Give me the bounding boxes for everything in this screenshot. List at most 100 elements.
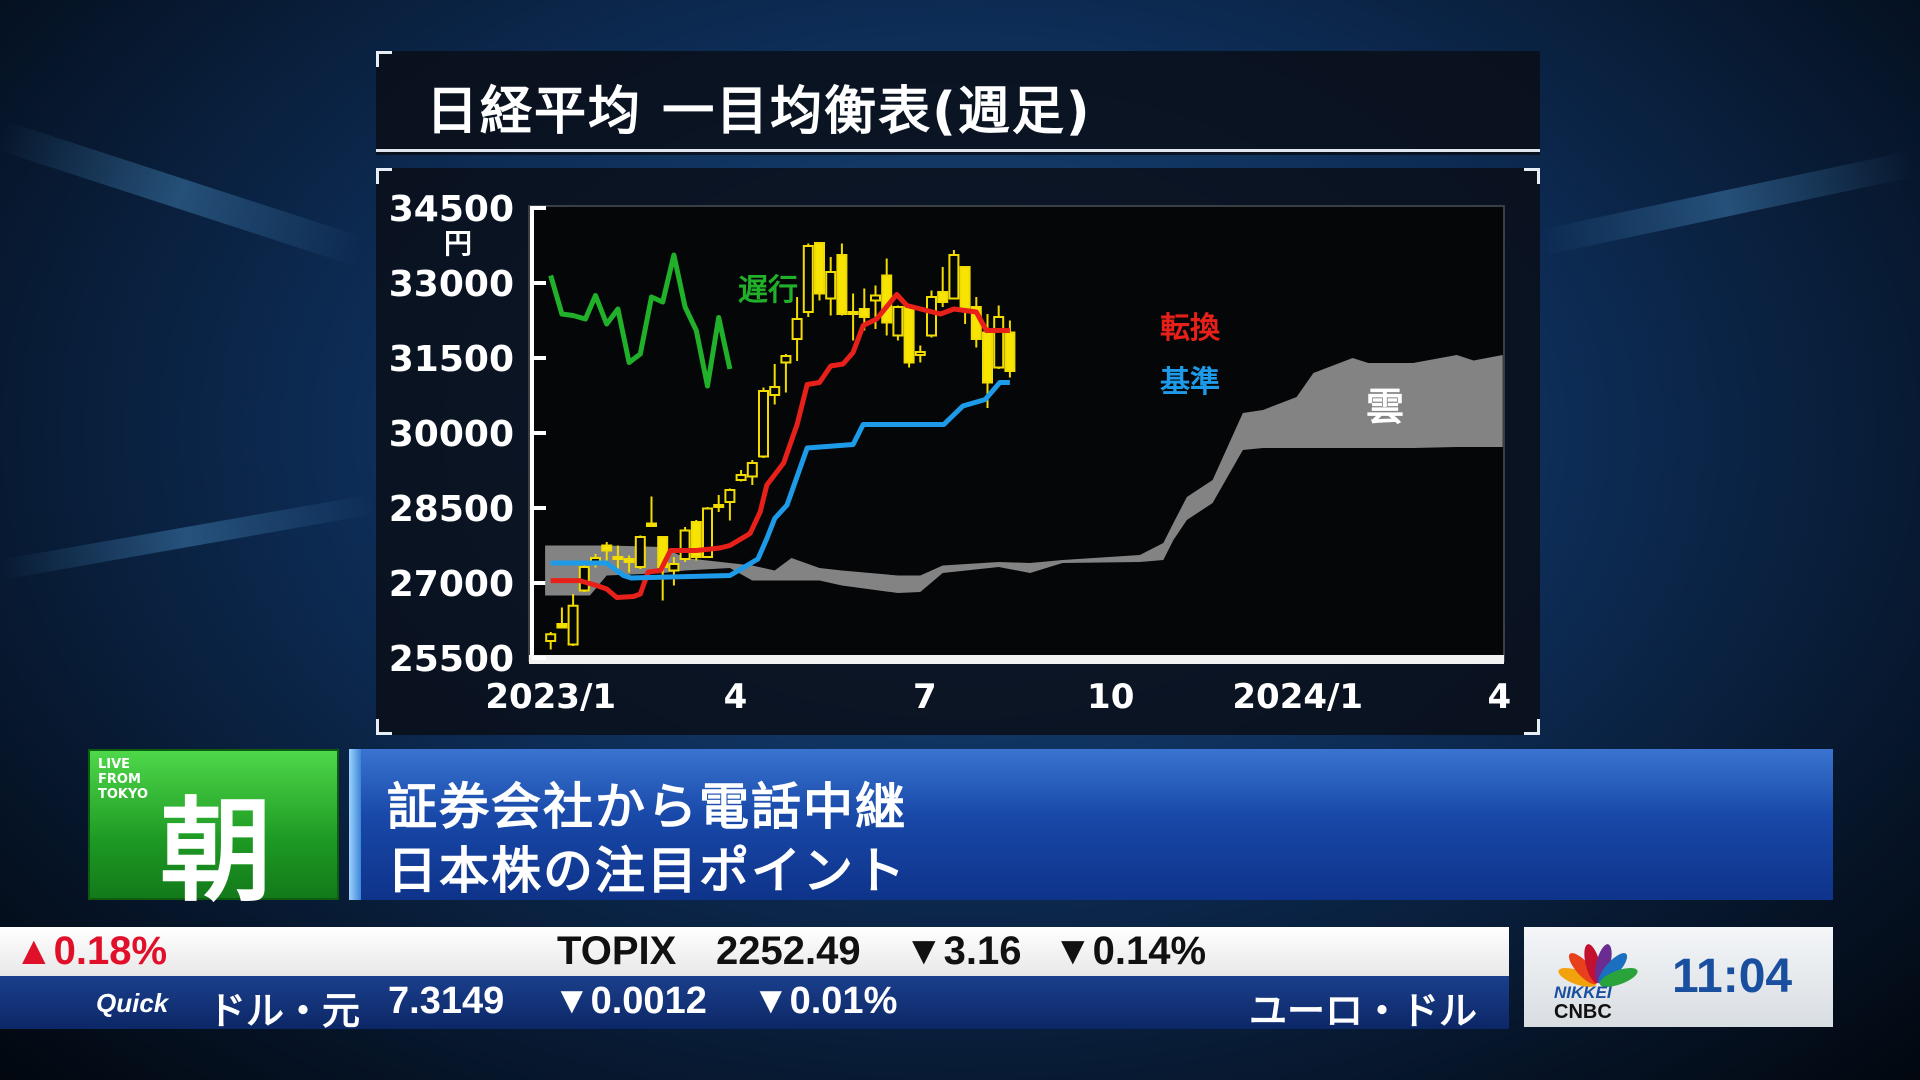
- banner-line-1: 証券会社から電話中継: [387, 778, 907, 836]
- index-change: ▼3.16: [904, 929, 1022, 973]
- index-name: TOPIX: [557, 929, 677, 973]
- candle: [679, 527, 691, 562]
- candle-body: [623, 558, 635, 563]
- candle: [735, 470, 747, 482]
- candle-body: [634, 536, 646, 568]
- candle: [713, 495, 725, 512]
- badge-asa: 朝: [160, 787, 272, 917]
- candle: [847, 293, 859, 341]
- candle: [892, 305, 904, 341]
- clock-time: 11:04: [1672, 950, 1793, 1003]
- banner-stripe: [349, 749, 361, 900]
- series-label: 基準: [1160, 365, 1220, 400]
- index-value: 2252.49: [716, 929, 861, 973]
- y-tick-label: 30000: [389, 414, 514, 455]
- y-tick-label: 31500: [389, 339, 514, 380]
- fx-value: 7.3149: [388, 980, 505, 1022]
- candle: [556, 607, 568, 629]
- candle-body: [858, 308, 870, 318]
- series-label: 遅行: [738, 273, 798, 308]
- corner-bracket: [376, 719, 392, 735]
- candle: [791, 297, 803, 361]
- x-tick-label: 4: [724, 677, 748, 717]
- live-from-tokyo-label: LIVE FROM TOKYO: [98, 757, 148, 802]
- prev-change-pct: ▲0.18%: [14, 929, 167, 974]
- candle: [545, 632, 557, 650]
- x-tick-label: 2023/1: [485, 677, 616, 717]
- candle-body: [937, 291, 949, 303]
- candle-body: [545, 633, 557, 642]
- program-badge: LIVE FROM TOKYO 朝: [88, 749, 339, 917]
- series-label: 転換: [1160, 311, 1221, 346]
- candle: [646, 496, 657, 527]
- candle: [601, 542, 613, 561]
- candle-body: [556, 623, 568, 629]
- x-tick-label: 4: [1488, 677, 1512, 717]
- candle: [746, 460, 758, 485]
- candle: [690, 520, 702, 561]
- corner-bracket: [1524, 719, 1540, 735]
- candle-body: [758, 390, 769, 458]
- candle-body: [679, 529, 691, 560]
- y-tick-label: 25500: [389, 639, 514, 680]
- segment-banner: 証券会社から電話中継 日本株の注目ポイント: [349, 749, 1833, 900]
- line-chikou: [548, 252, 733, 389]
- candle: [836, 243, 848, 316]
- candle: [668, 557, 680, 586]
- title-panel: 日経平均 一目均衡表(週足): [376, 51, 1540, 155]
- candle-body: [836, 254, 848, 315]
- candle-body: [892, 306, 904, 337]
- candle: [802, 243, 814, 317]
- candle: [623, 555, 635, 573]
- clock-box: NIKKEI CNBC 11:04: [1524, 927, 1833, 1027]
- cloud-area: [545, 355, 1503, 596]
- candle-body: [646, 522, 657, 527]
- candle-body: [959, 266, 971, 310]
- candle: [780, 354, 792, 393]
- candle: [914, 345, 926, 363]
- candle-body: [690, 521, 702, 558]
- candle-body: [870, 294, 881, 302]
- x-tick-label: 10: [1087, 677, 1134, 717]
- candle-body: [746, 462, 758, 478]
- candle: [724, 488, 736, 521]
- fx-next-pair: ユーロ・ドル: [1249, 991, 1478, 1033]
- candle-body: [825, 271, 837, 300]
- ticker-row-fx: Quick ドル・元 7.3149 ▼0.0012 ▼0.01% ユーロ・ドル: [0, 976, 1509, 1033]
- candle: [814, 242, 825, 301]
- y-unit-label: 円: [444, 227, 472, 260]
- candle-body: [724, 489, 736, 503]
- candle: [634, 535, 646, 569]
- up-change: ▲0.18%: [14, 929, 168, 973]
- live-word: LIVE: [98, 757, 131, 772]
- candle-body: [601, 544, 613, 552]
- index-change-pct: ▼0.14%: [1053, 929, 1207, 973]
- candle-body: [668, 563, 680, 572]
- y-tick-label: 34500: [389, 189, 514, 230]
- fx-change-pct: ▼0.01%: [752, 980, 898, 1022]
- fx-pair: ドル・元: [208, 991, 361, 1033]
- quick-logo: Quick: [96, 988, 169, 1018]
- candle: [948, 250, 960, 300]
- peacock-logo-icon: [1558, 944, 1638, 987]
- candle: [612, 545, 624, 569]
- y-tick-label: 28500: [389, 489, 514, 530]
- logo-cnbc: CNBC: [1554, 1001, 1612, 1023]
- corner-bracket: [1524, 168, 1540, 184]
- candle-body: [769, 386, 781, 396]
- line-tenkan: [550, 292, 1010, 600]
- candle: [903, 305, 915, 368]
- candle-body: [1004, 331, 1016, 372]
- logo-nikkei: NIKKEI: [1554, 983, 1612, 1002]
- x-tick-label: 2024/1: [1232, 677, 1363, 717]
- candle-body: [814, 242, 825, 295]
- candle-body: [612, 556, 624, 560]
- y-tick-label: 27000: [389, 564, 514, 605]
- candle-body: [735, 474, 747, 481]
- candle-body: [926, 296, 937, 337]
- candle-body: [993, 316, 1005, 369]
- candle-body: [903, 306, 915, 364]
- candle: [758, 387, 769, 458]
- cloud-label: 雲: [1366, 385, 1404, 429]
